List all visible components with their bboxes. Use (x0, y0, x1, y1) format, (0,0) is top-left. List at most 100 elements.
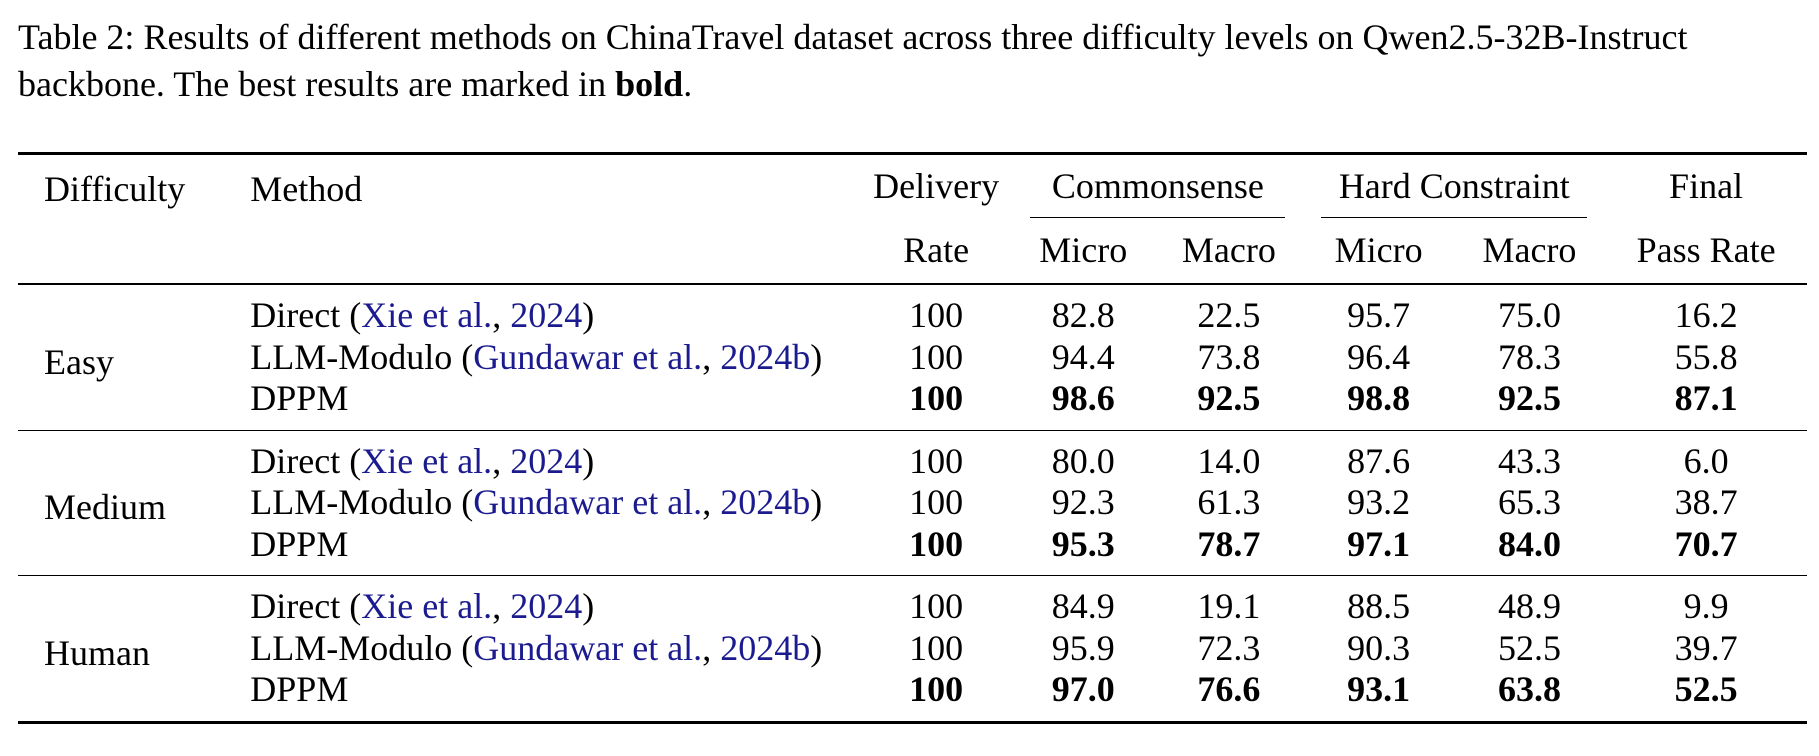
citation-comma: , (492, 586, 511, 627)
method-cell: DPPM (250, 669, 860, 722)
table-row: Easy Direct (Xie et al., 2024) 100 82.8 22.5… (18, 284, 1807, 382)
final-pass-rate-cell: 38.7 (1674, 482, 1738, 523)
method-cell: LLM-Modulo (Gundawar et al., 2024b) (250, 337, 860, 379)
hard-constraint-macro-cell: 78.3 (1497, 336, 1561, 377)
header-final-bottom: Pass Rate (1636, 230, 1776, 270)
delivery-rate-cell: 100 (909, 336, 964, 377)
hard-constraint-macro-cell: 48.9 (1497, 586, 1561, 627)
header-hard-constraint-macro: Macro (1482, 230, 1577, 270)
commonsense-micro-cell: 95.9 (1051, 627, 1115, 668)
caption-text: Table 2: Results of different methods on… (18, 17, 1688, 104)
delivery-rate-cell: 100 (909, 586, 964, 627)
header-commonsense-micro: Micro (1039, 230, 1128, 270)
difficulty-cell: Easy (44, 341, 114, 382)
citation-comma: , (492, 295, 511, 336)
final-pass-rate-cell: 16.2 (1674, 295, 1738, 336)
delivery-rate-cell: 100 (909, 378, 964, 419)
hard-constraint-micro-cell: 88.5 (1347, 586, 1411, 627)
final-pass-rate-cell: 87.1 (1674, 378, 1738, 419)
citation-year-link[interactable]: 2024 (510, 440, 583, 481)
hard-constraint-macro-cell: 84.0 (1497, 523, 1561, 564)
commonsense-cmidrule (1030, 217, 1286, 218)
results-table: Difficulty Method Delivery Commonsense H… (18, 152, 1807, 724)
method-cell: Direct (Xie et al., 2024) (250, 284, 860, 337)
commonsense-micro-cell: 84.9 (1051, 586, 1115, 627)
table-row: LLM-Modulo (Gundawar et al., 2024b) 100 92… (18, 482, 1807, 524)
citation-year-link[interactable]: 2024b (720, 627, 811, 668)
header-difficulty: Difficulty (44, 169, 186, 209)
header-row-1: Difficulty Method Delivery Commonsense H… (18, 153, 1807, 218)
citation-year-link[interactable]: 2024 (510, 295, 583, 336)
hard-constraint-macro-cell: 75.0 (1497, 295, 1561, 336)
commonsense-macro-cell: 92.5 (1197, 378, 1261, 419)
caption-suffix: . (683, 64, 693, 104)
delivery-rate-cell: 100 (909, 627, 964, 668)
method-name: DPPM (250, 669, 349, 710)
hard-constraint-micro-cell: 96.4 (1347, 336, 1411, 377)
citation-year-link[interactable]: 2024b (720, 482, 811, 523)
header-commonsense-macro: Macro (1181, 230, 1276, 270)
table-caption: Table 2: Results of different methods on… (18, 14, 1808, 108)
citation-authors-link[interactable]: Xie et al. (361, 440, 493, 481)
header-hard-constraint: Hard Constraint (1303, 154, 1605, 218)
method-name: DPPM (250, 523, 349, 564)
hard-constraint-micro-cell: 97.1 (1347, 523, 1411, 564)
delivery-rate-cell: 100 (909, 440, 964, 481)
header-row-2: Rate Micro Macro Micro Macro Pass Rate (18, 218, 1807, 284)
table-row: DPPM 100 97.0 76.6 93.1 63.8 52.5 (18, 669, 1807, 722)
header-hard-constraint-micro: Micro (1334, 230, 1423, 270)
commonsense-micro-cell: 95.3 (1051, 523, 1115, 564)
table-row: LLM-Modulo (Gundawar et al., 2024b) 100 95… (18, 628, 1807, 670)
citation-year-link[interactable]: 2024 (510, 586, 583, 627)
final-pass-rate-cell: 70.7 (1674, 523, 1738, 564)
hard-constraint-cmidrule (1321, 217, 1588, 218)
method-name: Direct (250, 440, 341, 481)
table-row: Medium Direct (Xie et al., 2024) 100 80.0 14… (18, 430, 1807, 528)
citation-authors-link[interactable]: Gundawar et al. (473, 627, 703, 668)
method-cell: LLM-Modulo (Gundawar et al., 2024b) (250, 482, 860, 524)
citation-comma: , (492, 440, 511, 481)
delivery-rate-cell: 100 (909, 669, 964, 710)
method-name: Direct (250, 586, 341, 627)
hard-constraint-micro-cell: 87.6 (1347, 440, 1411, 481)
hard-constraint-macro-cell: 65.3 (1497, 482, 1561, 523)
citation-close-paren: ) (582, 295, 595, 336)
header-commonsense-label: Commonsense (1051, 166, 1264, 206)
method-cell: LLM-Modulo (Gundawar et al., 2024b) (250, 628, 860, 670)
hard-constraint-micro-cell: 93.1 (1347, 669, 1411, 710)
hard-constraint-macro-cell: 43.3 (1497, 440, 1561, 481)
commonsense-micro-cell: 97.0 (1051, 669, 1115, 710)
difficulty-cell: Human (44, 632, 150, 673)
table-body: Easy Direct (Xie et al., 2024) 100 82.8 22.5… (18, 284, 1807, 722)
commonsense-macro-cell: 78.7 (1197, 523, 1261, 564)
citation-close-paren: ) (810, 336, 823, 377)
citation-authors-link[interactable]: Xie et al. (361, 295, 493, 336)
delivery-rate-cell: 100 (909, 523, 964, 564)
method-name: LLM-Modulo (250, 482, 453, 523)
citation-open-paren: ( (452, 482, 474, 523)
commonsense-macro-cell: 72.3 (1197, 627, 1261, 668)
method-cell: Direct (Xie et al., 2024) (250, 576, 860, 628)
header-final-top: Final (1669, 166, 1744, 206)
table-row: DPPM 100 98.6 92.5 98.8 92.5 87.1 (18, 378, 1807, 430)
citation-open-paren: ( (452, 627, 474, 668)
table-row: DPPM 100 95.3 78.7 97.1 84.0 70.7 (18, 524, 1807, 576)
method-cell: DPPM (250, 378, 860, 430)
final-pass-rate-cell: 52.5 (1674, 669, 1738, 710)
final-pass-rate-cell: 39.7 (1674, 627, 1738, 668)
hard-constraint-macro-cell: 63.8 (1497, 669, 1561, 710)
final-pass-rate-cell: 55.8 (1674, 336, 1738, 377)
commonsense-micro-cell: 82.8 (1051, 295, 1115, 336)
final-pass-rate-cell: 9.9 (1683, 586, 1729, 627)
citation-authors-link[interactable]: Gundawar et al. (473, 482, 703, 523)
citation-year-link[interactable]: 2024b (720, 336, 811, 377)
citation-authors-link[interactable]: Xie et al. (361, 586, 493, 627)
citation-authors-link[interactable]: Gundawar et al. (473, 336, 703, 377)
difficulty-cell: Medium (44, 487, 166, 528)
method-cell: DPPM (250, 524, 860, 576)
citation-comma: , (702, 627, 721, 668)
final-pass-rate-cell: 6.0 (1683, 440, 1729, 481)
commonsense-macro-cell: 14.0 (1197, 440, 1261, 481)
method-name: LLM-Modulo (250, 336, 453, 377)
method-name: LLM-Modulo (250, 627, 453, 668)
